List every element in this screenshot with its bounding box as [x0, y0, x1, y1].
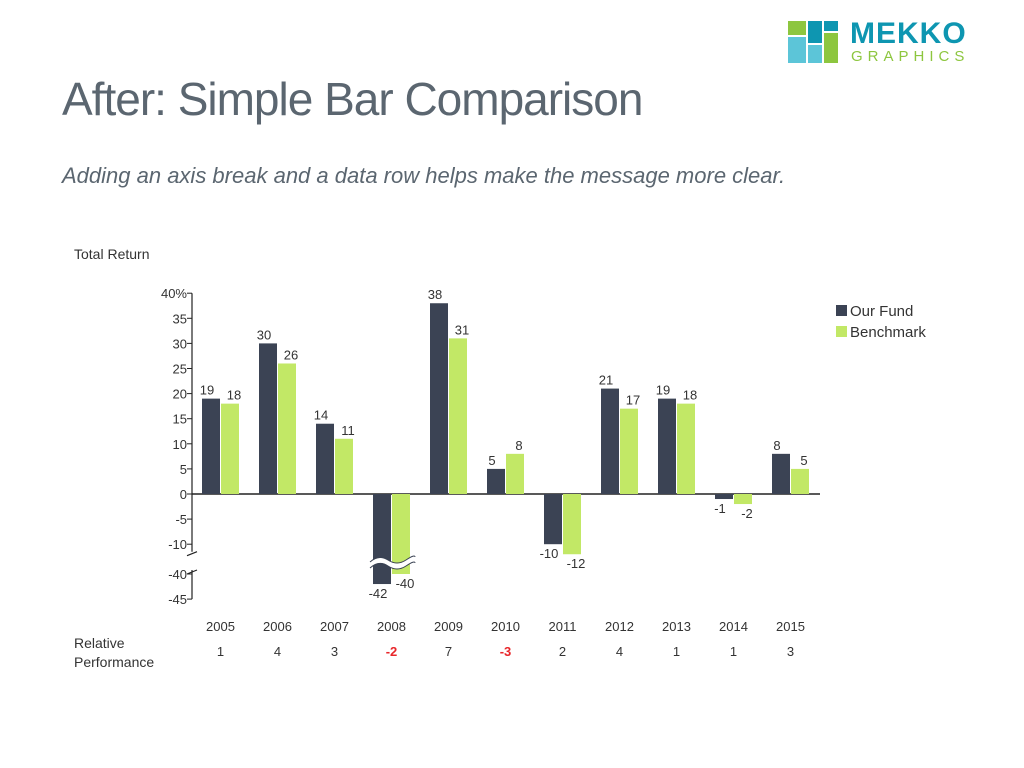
x-tick-label: 2010 — [491, 619, 520, 634]
data-label: 17 — [626, 393, 640, 408]
data-row-value: 3 — [787, 644, 794, 659]
bar-break-line-bottom — [369, 561, 416, 570]
y-tick-label: 10 — [173, 437, 187, 452]
y-tick-label: 30 — [173, 336, 187, 351]
axis-break-mark-bottom — [186, 569, 198, 575]
bar-our-fund-2011 — [544, 494, 562, 545]
data-label: 21 — [599, 373, 613, 388]
data-label: 26 — [284, 347, 298, 362]
data-label: 18 — [683, 388, 697, 403]
logo-subtext: GRAPHICS — [851, 48, 970, 65]
data-label: -10 — [540, 546, 559, 561]
legend-swatch-our-fund — [836, 305, 847, 316]
bar-our-fund-2008 — [373, 494, 391, 585]
bar-benchmark-2007 — [335, 438, 353, 494]
logo-mark-icon — [788, 21, 838, 63]
bar-our-fund-2009 — [430, 303, 448, 494]
data-row-value: 7 — [445, 644, 452, 659]
page-title: After: Simple Bar Comparison — [62, 73, 643, 125]
y-tick-label: -5 — [175, 512, 187, 527]
data-row-value: 1 — [673, 644, 680, 659]
data-label: -2 — [741, 506, 753, 521]
y-tick-label: -45 — [168, 592, 187, 607]
x-tick-label: 2014 — [719, 619, 748, 634]
data-label: 38 — [428, 287, 442, 302]
y-tick-label: -10 — [168, 537, 187, 552]
data-label: -12 — [567, 556, 586, 571]
bar-benchmark-2015 — [791, 468, 809, 494]
logo-wordmark: MEKKO — [850, 17, 967, 50]
x-tick-label: 2007 — [320, 619, 349, 634]
bar-our-fund-2012 — [601, 388, 619, 494]
legend-label: Our Fund — [850, 303, 913, 320]
data-label: 19 — [200, 383, 214, 398]
data-row-value: 4 — [616, 644, 623, 659]
bar-our-fund-2010 — [487, 468, 505, 494]
y-tick-label: 5 — [180, 462, 187, 477]
x-tick-label: 2006 — [263, 619, 292, 634]
y-tick-label: 25 — [173, 362, 187, 377]
data-row-value: -3 — [500, 644, 512, 659]
data-row-value: 2 — [559, 644, 566, 659]
y-tick-label: 0 — [180, 487, 187, 502]
y-tick-label: 35 — [173, 311, 187, 326]
x-tick-label: 2013 — [662, 619, 691, 634]
x-tick-label: 2012 — [605, 619, 634, 634]
data-row-label-line1: Relative — [74, 635, 125, 651]
y-axis-label: Total Return — [74, 246, 149, 262]
data-label: 11 — [341, 423, 355, 438]
legend-swatch-benchmark — [836, 326, 847, 337]
bar-our-fund-2013 — [658, 398, 676, 494]
bar-benchmark-2013 — [677, 403, 695, 494]
y-tick-label: 15 — [173, 412, 187, 427]
y-tick-label: 20 — [173, 387, 187, 402]
legend-label: Benchmark — [850, 324, 926, 341]
bar-benchmark-2009 — [449, 338, 467, 494]
x-tick-label: 2009 — [434, 619, 463, 634]
bar-benchmark-2014 — [734, 494, 752, 505]
bar-our-fund-2015 — [772, 453, 790, 494]
data-label: 14 — [314, 408, 328, 423]
data-row-label-line2: Performance — [74, 654, 154, 670]
x-tick-label: 2015 — [776, 619, 805, 634]
bar-benchmark-2011 — [563, 494, 581, 555]
data-label: -40 — [396, 576, 415, 591]
data-row-value: 1 — [217, 644, 224, 659]
bar-our-fund-2005 — [202, 398, 220, 494]
y-tick-label: 40% — [161, 286, 187, 301]
data-label: 30 — [257, 327, 271, 342]
bar-our-fund-2014 — [715, 494, 733, 500]
y-tick-label: -40 — [168, 567, 187, 582]
bar-our-fund-2006 — [259, 343, 277, 494]
data-label: 31 — [455, 322, 469, 337]
x-tick-label: 2011 — [549, 619, 577, 634]
data-label: -1 — [714, 501, 726, 516]
axis-break-mark-top — [186, 551, 198, 557]
bar-benchmark-2010 — [506, 453, 524, 494]
mekko-graphics-logo: MEKKO GRAPHICS — [788, 18, 1000, 66]
bar-benchmark-2008 — [392, 494, 410, 574]
data-row-value: 1 — [730, 644, 737, 659]
data-row-value: -2 — [386, 644, 398, 659]
bar-our-fund-2007 — [316, 423, 334, 494]
bar-benchmark-2012 — [620, 408, 638, 494]
data-label: 8 — [515, 438, 522, 453]
data-row-value: 4 — [274, 644, 281, 659]
data-label: 5 — [488, 453, 495, 468]
data-label: -42 — [369, 586, 388, 601]
x-tick-label: 2005 — [206, 619, 235, 634]
data-label: 8 — [773, 438, 780, 453]
data-row-value: 3 — [331, 644, 338, 659]
x-tick-label: 2008 — [377, 619, 406, 634]
bar-benchmark-2006 — [278, 363, 296, 494]
bar-break-gap — [368, 556, 418, 569]
data-label: 19 — [656, 383, 670, 398]
bar-benchmark-2005 — [221, 403, 239, 494]
bar-break-line-top — [369, 555, 416, 564]
data-label: 5 — [800, 453, 807, 468]
data-label: 18 — [227, 388, 241, 403]
page-subtitle: Adding an axis break and a data row help… — [62, 163, 786, 188]
